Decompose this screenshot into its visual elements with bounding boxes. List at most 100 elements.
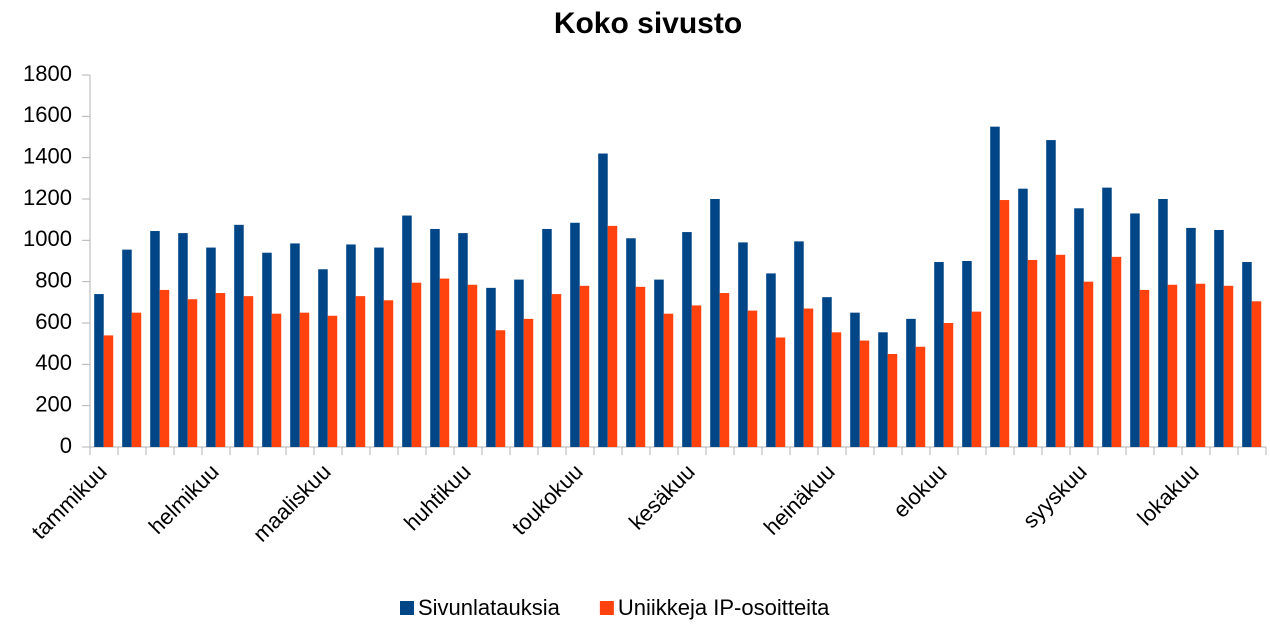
bar [243, 296, 254, 447]
bar [1214, 230, 1224, 447]
bar [766, 273, 776, 447]
bar [122, 249, 132, 447]
bar [878, 332, 888, 447]
bar [803, 308, 814, 447]
y-tick-label: 600 [35, 309, 72, 334]
bar [1195, 283, 1206, 447]
bar [654, 279, 664, 447]
bar [1111, 256, 1122, 447]
bar [327, 315, 338, 447]
bar [1102, 187, 1112, 447]
bar [598, 153, 608, 448]
bar [710, 199, 720, 447]
bar [999, 200, 1010, 447]
x-tick-label: elokuu [888, 459, 952, 523]
bar [215, 293, 226, 447]
bar [962, 261, 972, 447]
legend-label: Sivunlatauksia [418, 595, 561, 620]
bar [1139, 289, 1150, 447]
bar [187, 299, 198, 447]
bar [458, 233, 468, 447]
x-tick-label: helmikuu [144, 459, 224, 539]
bar [934, 262, 944, 447]
bar [495, 330, 506, 447]
bar [374, 247, 384, 447]
bar [439, 278, 450, 447]
legend-label: Uniikkeja IP-osoitteita [618, 595, 830, 620]
bar [1055, 254, 1066, 447]
bar [430, 228, 440, 447]
bar [234, 224, 244, 447]
x-tick-label: syyskuu [1018, 459, 1092, 533]
bar [1167, 284, 1178, 447]
bar [150, 231, 160, 447]
bar [1083, 281, 1094, 447]
y-tick-label: 400 [35, 350, 72, 375]
bar [467, 284, 478, 447]
bar [663, 313, 674, 447]
bar [1074, 208, 1084, 447]
bar [514, 279, 524, 447]
bar [579, 285, 590, 447]
y-tick-label: 1000 [23, 226, 72, 251]
bar [822, 297, 832, 447]
bar [318, 269, 328, 447]
y-tick-label: 800 [35, 267, 72, 292]
bar [178, 233, 188, 447]
bar [859, 340, 870, 447]
y-tick-label: 0 [60, 433, 72, 458]
y-tick-label: 1800 [23, 61, 72, 86]
chart-title: Koko sivusto [554, 7, 742, 40]
bar [1251, 301, 1262, 447]
bar [635, 286, 646, 447]
bar [719, 293, 730, 447]
bar [486, 287, 496, 447]
bar [299, 312, 310, 447]
bar [206, 247, 216, 447]
bar [1186, 227, 1196, 447]
bar [682, 232, 692, 447]
bar [262, 252, 272, 447]
bar [159, 289, 170, 447]
bar [1242, 262, 1252, 447]
bar [131, 312, 142, 447]
y-tick-label: 1600 [23, 102, 72, 127]
bar [738, 242, 748, 447]
bar [691, 305, 702, 447]
bar [1046, 140, 1056, 447]
bar [355, 296, 366, 447]
bar [523, 318, 534, 447]
bar [831, 332, 842, 447]
bar [850, 312, 860, 447]
x-tick-label: huhtikuu [399, 459, 476, 536]
bar [1158, 199, 1168, 447]
x-tick-label: heinäkuu [759, 459, 840, 540]
bar [402, 215, 412, 447]
y-tick-label: 1200 [23, 185, 72, 210]
legend-swatch [400, 601, 414, 615]
legend-swatch [599, 601, 614, 615]
x-tick-label: tammikuu [27, 459, 112, 544]
bar [607, 225, 618, 447]
bar [747, 310, 758, 447]
bar [383, 300, 394, 447]
bar [943, 323, 954, 447]
bar [990, 126, 1000, 448]
x-tick-label: toukokuu [507, 459, 588, 540]
bar [906, 318, 916, 447]
bar [290, 243, 300, 447]
bar [551, 294, 562, 447]
bar [570, 222, 580, 447]
x-tick-label: lokakuu [1132, 459, 1203, 530]
x-tick-label: maaliskuu [248, 459, 336, 547]
bar [626, 238, 636, 447]
bar [1018, 188, 1028, 447]
bar [271, 313, 282, 447]
bar [915, 346, 926, 447]
bar [1130, 213, 1140, 447]
bar [794, 241, 804, 447]
bar [1223, 285, 1234, 447]
bar [971, 311, 982, 447]
bar [775, 337, 786, 447]
